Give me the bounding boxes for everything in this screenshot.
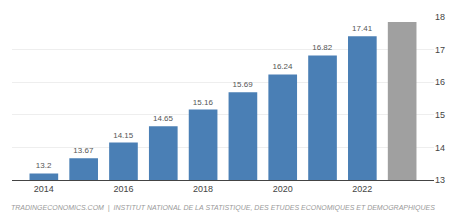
svg-text:2018: 2018 (193, 184, 213, 194)
svg-text:17.41: 17.41 (352, 24, 373, 33)
svg-text:2022: 2022 (352, 184, 372, 194)
svg-text:17: 17 (435, 45, 445, 55)
svg-text:16.82: 16.82 (312, 43, 333, 52)
svg-text:TRADINGECONOMICS.COM | INSTI: TRADINGECONOMICS.COM | INSTITUT NATIONAL… (11, 204, 435, 212)
svg-text:2014: 2014 (34, 184, 54, 194)
svg-text:16: 16 (435, 77, 445, 87)
svg-text:15.16: 15.16 (193, 98, 214, 107)
svg-text:14.15: 14.15 (113, 131, 134, 140)
svg-text:15.69: 15.69 (233, 80, 254, 89)
svg-text:13: 13 (435, 175, 445, 185)
svg-text:15: 15 (435, 110, 445, 120)
svg-text:13.2: 13.2 (36, 161, 52, 170)
svg-text:2016: 2016 (113, 184, 133, 194)
svg-text:14: 14 (435, 143, 445, 153)
svg-text:18: 18 (435, 12, 445, 22)
svg-text:16.24: 16.24 (272, 62, 293, 71)
svg-text:2020: 2020 (273, 184, 293, 194)
svg-text:14.65: 14.65 (153, 114, 174, 123)
svg-text:13.67: 13.67 (73, 146, 94, 155)
